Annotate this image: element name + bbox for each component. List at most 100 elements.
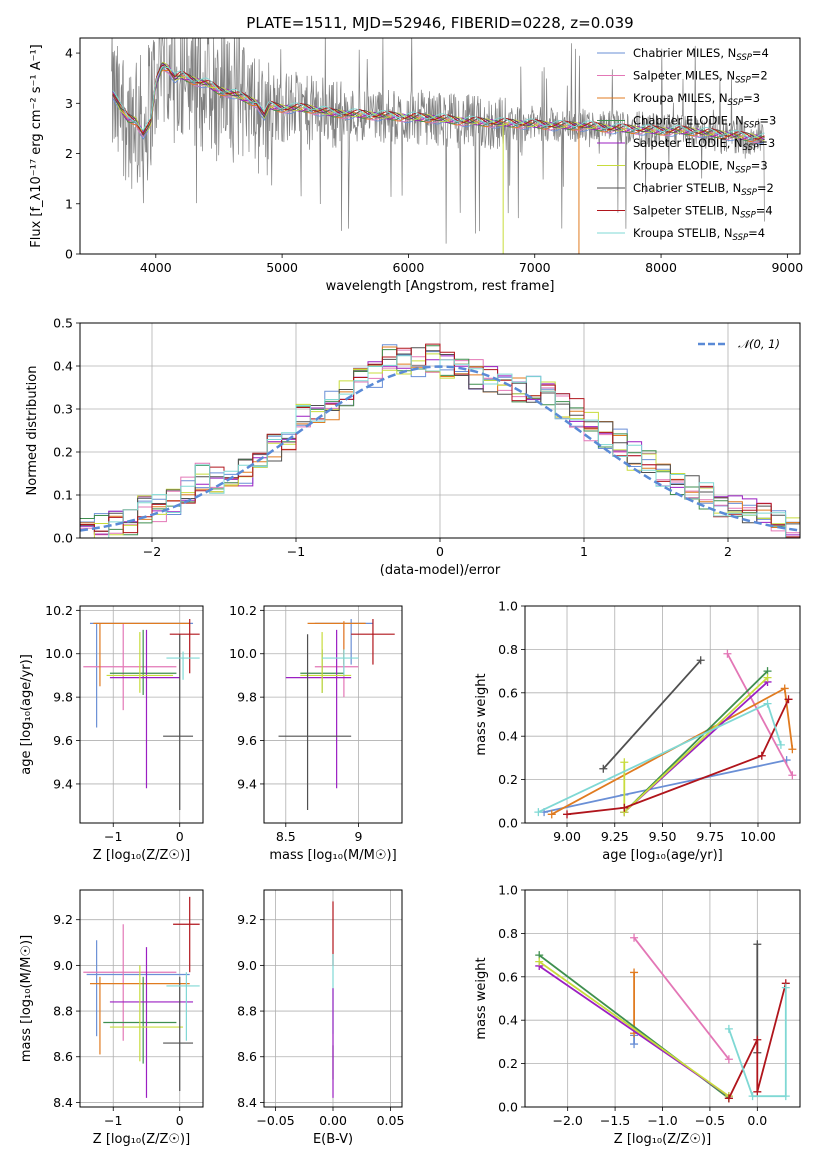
y-tick-label: 0.6	[498, 685, 518, 700]
weight-marker	[753, 1035, 762, 1044]
weight-marker	[535, 957, 544, 966]
weight-marker	[776, 740, 785, 749]
weight-marker	[780, 684, 789, 693]
y-tick-label: 0.0	[53, 531, 73, 546]
y-tick-label: 0.8	[498, 926, 518, 941]
x-tick-label: 9	[354, 829, 362, 844]
y-tick-label: 9.0	[53, 958, 73, 973]
weight-marker	[763, 699, 772, 708]
weight-marker	[788, 771, 797, 780]
weight-marker	[547, 810, 556, 819]
axes: 4000 5000 6000 7000 8000 9000 0 1 2 3 4 wavelength …	[29, 37, 803, 294]
weight-marker	[724, 1055, 733, 1064]
x-tick-label: −1	[104, 1113, 122, 1128]
x-tick-label: 0	[436, 544, 444, 559]
y-tick-label: 10.2	[45, 603, 73, 618]
y-axis-label: Flux [f_λ10⁻¹⁷ erg cm⁻² s⁻¹ A⁻¹]	[29, 44, 44, 248]
legend-label-main: Salpeter STELIB, N	[633, 204, 740, 218]
y-tick-label: 9.4	[237, 776, 257, 791]
axes: −2 −1 0 1 2 0.0 0.1 0.2 0.3 0.4 0.5 (data-model)/er…	[25, 316, 801, 578]
panel-weight-vs-Z: −2.0 −1.5 −1.0 −0.5 0.0 0.0 0.2 0.4 0.6 0.8 1.0 Z […	[474, 883, 801, 1147]
x-axis-label: Z [log₁₀(Z/Z☉)]	[93, 1132, 190, 1147]
x-tick-label: 9.50	[649, 829, 677, 844]
legend-label: Kroupa STELIB, NSSP=4	[633, 226, 765, 243]
y-tick-label: 2	[65, 146, 73, 161]
residual-histogram	[80, 347, 800, 532]
weight-marker	[781, 1092, 790, 1101]
y-axis-label: mass [log₁₀(M/M☉)]	[19, 935, 34, 1062]
axes: 8.5 9 9.4 9.6 9.8 10.0 10.2 mass [log₁₀(M/M☉)]	[229, 603, 403, 863]
legend-label: Chabrier STELIB, NSSP=2	[633, 181, 774, 198]
model-line	[112, 65, 765, 139]
x-tick-label: 9.75	[696, 829, 724, 844]
x-tick-label: −1	[104, 829, 122, 844]
grid	[525, 605, 800, 824]
x-axis-label: E(B-V)	[313, 1132, 353, 1147]
normal-curve	[80, 365, 800, 532]
weight-marker	[599, 764, 608, 773]
plot-area	[83, 896, 200, 1098]
x-tick-label: 8000	[645, 260, 677, 275]
legend-label-eq: =4	[756, 204, 773, 218]
x-tick-label: 1	[580, 544, 588, 559]
legend-label-eq: =2	[751, 69, 768, 83]
x-axis-label: Z [log₁₀(Z/Z☉)]	[93, 848, 190, 863]
y-tick-label: 0.2	[498, 772, 518, 787]
model-line	[112, 66, 765, 141]
legend-label-eq: =3	[759, 114, 776, 128]
legend-label-sub: SSP	[733, 233, 749, 243]
y-tick-label: 0.1	[53, 488, 73, 503]
weight-marker	[534, 808, 543, 817]
axes-frame	[263, 605, 403, 824]
grid	[264, 606, 402, 823]
x-tick-label: 0	[176, 1113, 184, 1128]
legend-label-main: Chabrier ELODIE, N	[633, 114, 744, 128]
y-tick-label: 8.6	[237, 1049, 257, 1064]
x-tick-label: 5000	[266, 260, 298, 275]
legend-label-main: Kroupa STELIB, N	[633, 226, 733, 240]
y-tick-label: 10.0	[229, 646, 257, 661]
legend-label: Chabrier MILES, NSSP=4	[633, 46, 769, 63]
x-tick-label: 2	[724, 544, 732, 559]
legend-label-eq: =3	[758, 136, 775, 150]
weight-line	[566, 698, 790, 816]
y-tick-label: 9.2	[237, 912, 257, 927]
residual-histogram	[80, 355, 800, 538]
legend-label-eq: =4	[752, 46, 769, 60]
y-tick-label: 0	[65, 247, 73, 262]
x-tick-label: 0.00	[319, 1113, 347, 1128]
y-tick-label: 8.8	[237, 1004, 257, 1019]
legend-label-main: Kroupa ELODIE, N	[633, 159, 735, 173]
y-tick-label: 0.3	[53, 402, 73, 417]
weight-line	[602, 659, 702, 770]
y-tick-label: 9.6	[53, 733, 73, 748]
legend-label-sub: SSP	[740, 211, 756, 221]
x-tick-label: 0	[176, 829, 184, 844]
plot-area	[534, 649, 797, 819]
y-tick-label: 0.0	[498, 1100, 518, 1115]
x-axis-label: mass [log₁₀(M/M☉)]	[269, 848, 396, 863]
weight-marker	[620, 758, 629, 767]
x-tick-label: −1.0	[647, 1113, 677, 1128]
x-tick-label: 9000	[771, 260, 803, 275]
y-axis-label: age [log₁₀(age/yr)]	[19, 654, 34, 775]
x-tick-label: 8.5	[276, 829, 296, 844]
y-tick-label: 0.6	[498, 969, 518, 984]
x-tick-label: 0.05	[377, 1113, 405, 1128]
legend-label-eq: =2	[757, 181, 774, 195]
legend-label: Chabrier ELODIE, NSSP=3	[633, 114, 776, 131]
plot-area	[83, 619, 200, 810]
y-axis-label: Normed distribution	[25, 366, 40, 496]
weight-marker	[724, 1024, 733, 1033]
legend-label-sub: SSP	[744, 121, 760, 131]
legend-label: Salpeter STELIB, NSSP=4	[633, 204, 773, 221]
weight-line	[623, 676, 769, 815]
weight-marker	[724, 1094, 733, 1103]
axes-frame	[79, 37, 801, 255]
panel-mass-vs-Z: −1 0 8.4 8.6 8.8 9.0 9.2 Z [log₁₀(Z/Z☉)] mass [l…	[19, 889, 204, 1147]
legend-label-sub: SSP	[735, 76, 751, 86]
weight-line	[726, 653, 794, 776]
y-tick-label: 1	[65, 196, 73, 211]
